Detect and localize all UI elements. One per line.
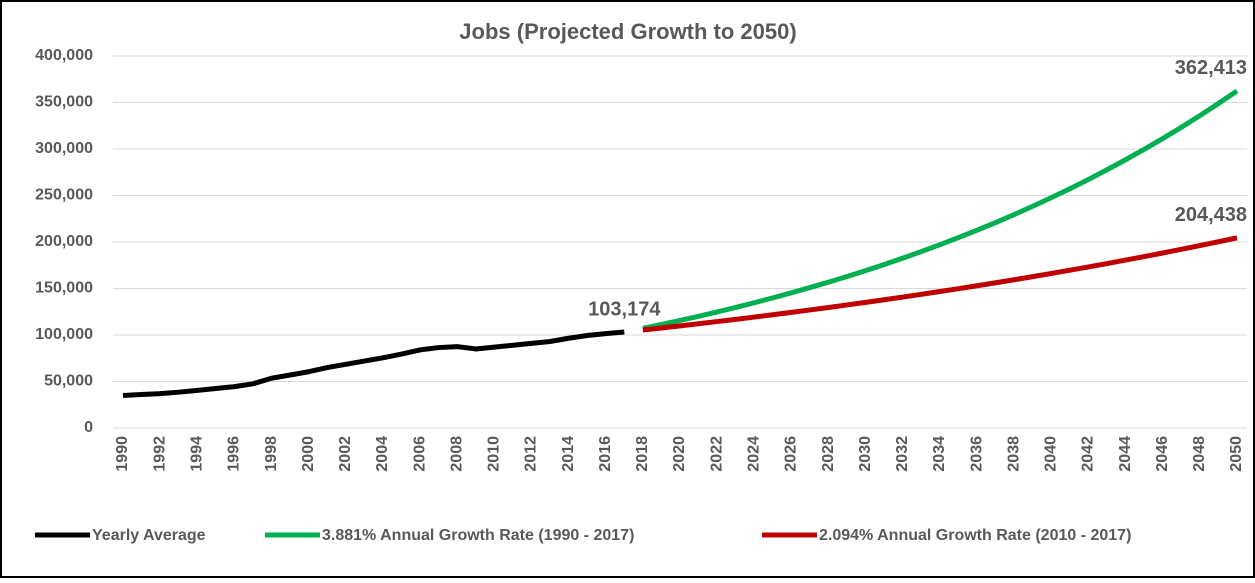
x-tick-label: 1992 [151,436,168,472]
x-tick-label: 2018 [634,436,651,472]
x-tick-label: 2022 [708,436,725,472]
x-tick-label: 2040 [1043,436,1060,472]
series-line [642,235,1238,333]
y-tick-label: 400,000 [35,47,93,64]
x-tick-label: 2028 [820,436,837,472]
x-tick-label: 2004 [374,436,391,472]
x-tick-label: 1994 [188,436,205,472]
series-line [122,329,625,398]
y-tick-label: 200,000 [35,233,93,250]
x-tick-label: 1990 [114,436,131,472]
y-tick-label: 50,000 [44,373,93,390]
x-tick-label: 2042 [1080,436,1097,472]
x-tick-label: 2046 [1154,436,1171,472]
y-tick-label: 100,000 [35,326,93,343]
x-tick-label: 2000 [300,436,317,472]
x-tick-label: 2014 [560,436,577,472]
legend-label: 2.094% Annual Growth Rate (2010 - 2017) [819,527,1131,544]
x-tick-label: 2008 [448,436,465,472]
x-tick-label: 1998 [263,436,280,472]
y-tick-label: 300,000 [35,140,93,157]
x-tick-label: 2024 [745,436,762,472]
x-tick-label: 2006 [411,436,428,472]
series-line [642,88,1239,331]
x-tick-label: 2044 [1117,436,1134,472]
x-tick-label: 2030 [857,436,874,472]
y-tick-label: 350,000 [35,94,93,111]
x-tick-label: 2010 [486,436,503,472]
x-tick-label: 1996 [226,436,243,472]
data-label: 103,174 [588,298,661,320]
data-label: 204,438 [1175,204,1247,226]
x-tick-label: 2020 [671,436,688,472]
legend-label: Yearly Average [92,527,206,544]
x-tick-label: 2002 [337,436,354,472]
x-tick-label: 2012 [523,436,540,472]
y-tick-label: 250,000 [35,187,93,204]
data-label: 362,413 [1175,57,1247,79]
x-tick-label: 2026 [783,436,800,472]
x-tick-label: 2050 [1228,436,1245,472]
x-tick-label: 2032 [894,436,911,472]
x-tick-label: 2048 [1191,436,1208,472]
x-tick-label: 2038 [1005,436,1022,472]
legend-label: 3.881% Annual Growth Rate (1990 - 2017) [322,527,634,544]
x-tick-label: 2016 [597,436,614,472]
y-tick-label: 0 [84,419,93,436]
chart-title: Jobs (Projected Growth to 2050) [459,19,796,44]
x-tick-label: 2036 [968,436,985,472]
x-tick-label: 2034 [931,436,948,472]
y-tick-label: 150,000 [35,280,93,297]
